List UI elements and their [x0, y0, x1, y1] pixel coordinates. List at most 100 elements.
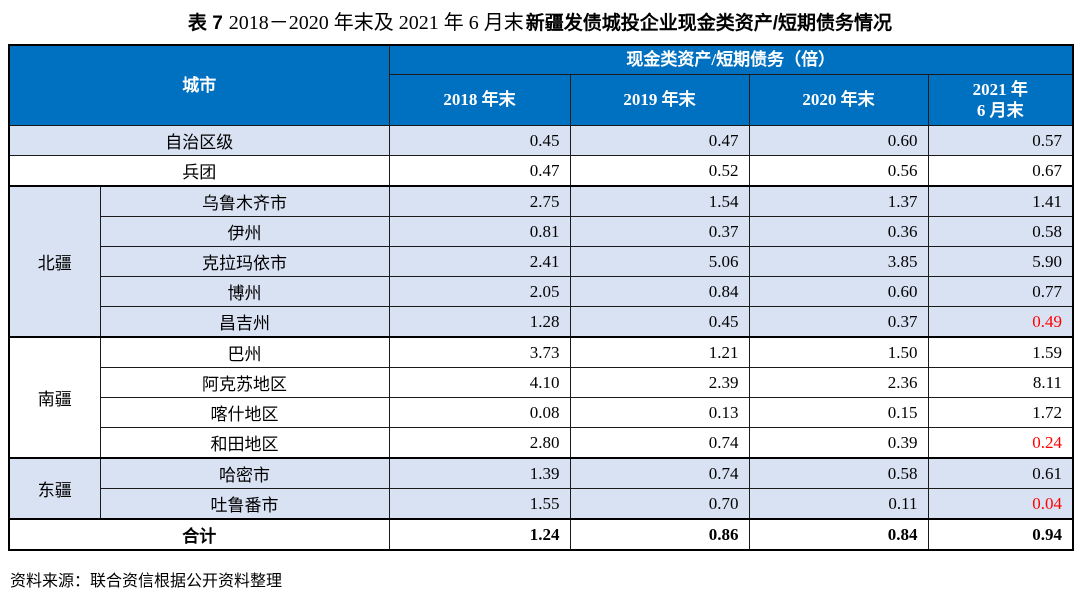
value-cell: 5.06 [569, 246, 750, 277]
table-row-city: 南疆 巴州 3.73 1.21 1.50 1.59 [8, 336, 1074, 459]
table-row-city: 和田地区 2.80 0.74 0.39 0.24 [9, 427, 1074, 459]
value-cell: 0.13 [569, 397, 750, 428]
value-cell: 0.08 [388, 397, 571, 428]
period-2021-line1: 2021 年 [972, 79, 1028, 99]
value-cell: 0.45 [388, 125, 571, 156]
period-header-2019: 2019 年末 [569, 74, 750, 126]
total-value-cell: 0.86 [569, 518, 750, 551]
table-row-city: 昌吉州 1.28 0.45 0.37 0.49 [9, 306, 1074, 338]
value-cell: 0.81 [388, 216, 571, 247]
cash-to-debt-table: 城市 现金类资产/短期债务（倍） 2018 年末 2019 年末 2020 年末… [8, 44, 1075, 551]
value-cell-highlighted: 0.24 [927, 427, 1074, 459]
value-cell: 2.39 [569, 367, 750, 398]
value-cell: 0.67 [927, 155, 1074, 187]
value-cell: 2.80 [388, 427, 571, 459]
city-label: 克拉玛依市 [99, 246, 390, 277]
total-value-cell: 0.84 [748, 518, 929, 551]
table-row-city: 喀什地区 0.08 0.13 0.15 1.72 [9, 397, 1074, 428]
value-cell: 0.45 [569, 306, 750, 338]
value-cell: 1.50 [748, 336, 929, 368]
value-cell: 1.59 [927, 336, 1074, 368]
value-cell: 0.70 [569, 488, 750, 520]
group-label-south-xinjiang: 南疆 [8, 336, 101, 459]
region-label: 自治区级 [8, 125, 390, 156]
metric-column-header: 现金类资产/短期债务（倍） [388, 44, 1074, 75]
value-cell: 0.77 [927, 276, 1074, 307]
total-value-cell: 1.24 [388, 518, 571, 551]
value-cell: 0.61 [927, 457, 1074, 489]
table-title-subject: 新疆发债城投企业现金类资产/短期债务情况 [525, 13, 893, 34]
table-row-city: 阿克苏地区 4.10 2.39 2.36 8.11 [9, 367, 1074, 398]
table-row-city: 北疆 乌鲁木齐市 2.75 1.54 1.37 1.41 [8, 185, 1074, 338]
value-cell: 0.47 [569, 125, 750, 156]
value-cell: 0.60 [748, 276, 929, 307]
period-header-2020: 2020 年末 [748, 74, 929, 126]
value-cell-highlighted: 0.04 [927, 488, 1074, 520]
value-cell: 0.56 [748, 155, 929, 187]
value-cell: 3.85 [748, 246, 929, 277]
value-cell: 1.37 [748, 185, 929, 217]
value-cell: 1.28 [388, 306, 571, 338]
period-header-2021h1: 2021 年 6 月末 [927, 74, 1074, 126]
table-row-total: 合计 1.24 0.86 0.84 0.94 [8, 518, 1074, 551]
period-header-2018: 2018 年末 [388, 74, 571, 126]
value-cell: 2.36 [748, 367, 929, 398]
group-label-east-xinjiang: 东疆 [8, 457, 101, 520]
value-cell: 0.11 [748, 488, 929, 520]
table-header: 城市 现金类资产/短期债务（倍） 2018 年末 2019 年末 2020 年末… [8, 44, 1074, 126]
value-cell: 0.37 [748, 306, 929, 338]
city-label: 吐鲁番市 [99, 488, 390, 520]
city-label: 巴州 [99, 336, 390, 368]
city-label: 博州 [99, 276, 390, 307]
table-row-city: 东疆 哈密市 1.39 0.74 0.58 0.61 [8, 457, 1074, 520]
table-title: 表 7 2018－2020 年末及 2021 年 6 月末 新疆发债城投企业现金类资… [0, 6, 1080, 35]
city-label: 和田地区 [99, 427, 390, 459]
table-row-bingtuan: 兵团 0.47 0.52 0.56 0.67 [8, 155, 1074, 187]
table-body: 自治区级 0.45 0.47 0.60 0.57 兵团 0.47 0.52 0.… [8, 125, 1074, 551]
data-source-note: 资料来源：联合资信根据公开资料整理 [10, 573, 283, 590]
value-cell: 0.60 [748, 125, 929, 156]
value-cell: 1.21 [569, 336, 750, 368]
city-label: 伊州 [99, 216, 390, 247]
value-cell: 0.58 [748, 457, 929, 489]
period-2021-line2: 6 月末 [976, 101, 1024, 120]
table-title-period: 2018－2020 年末及 2021 年 6 月末 [228, 12, 524, 34]
total-value-cell: 0.94 [927, 518, 1074, 551]
city-label: 阿克苏地区 [99, 367, 390, 398]
value-cell: 0.58 [927, 216, 1074, 247]
region-label: 兵团 [8, 155, 390, 187]
table-row-city: 克拉玛依市 2.41 5.06 3.85 5.90 [9, 246, 1074, 277]
header-row-1: 城市 现金类资产/短期债务（倍） [8, 44, 1074, 126]
value-cell: 2.75 [388, 185, 571, 217]
city-label: 喀什地区 [99, 397, 390, 428]
value-cell: 0.39 [748, 427, 929, 459]
value-cell: 1.55 [388, 488, 571, 520]
value-cell: 0.84 [569, 276, 750, 307]
group-label-north-xinjiang: 北疆 [8, 185, 101, 338]
value-cell: 0.74 [569, 427, 750, 459]
value-cell: 5.90 [927, 246, 1074, 277]
header-row-2: 2018 年末 2019 年末 2020 年末 2021 年 6 月末 [9, 74, 1074, 126]
value-cell: 0.52 [569, 155, 750, 187]
table-number-label: 表 7 [187, 13, 223, 34]
value-cell-highlighted: 0.49 [927, 306, 1074, 338]
table-row-city: 伊州 0.81 0.37 0.36 0.58 [9, 216, 1074, 247]
city-label: 乌鲁木齐市 [99, 185, 390, 217]
value-cell: 2.05 [388, 276, 571, 307]
city-label: 昌吉州 [99, 306, 390, 338]
value-cell: 0.37 [569, 216, 750, 247]
value-cell: 4.10 [388, 367, 571, 398]
value-cell: 1.54 [569, 185, 750, 217]
value-cell: 0.15 [748, 397, 929, 428]
value-cell: 0.47 [388, 155, 571, 187]
value-cell: 1.39 [388, 457, 571, 489]
table-row-city: 吐鲁番市 1.55 0.70 0.11 0.04 [9, 488, 1074, 520]
value-cell: 2.41 [388, 246, 571, 277]
value-cell: 0.57 [927, 125, 1074, 156]
value-cell: 1.41 [927, 185, 1074, 217]
table-row-city: 博州 2.05 0.84 0.60 0.77 [9, 276, 1074, 307]
value-cell: 8.11 [927, 367, 1074, 398]
value-cell: 0.74 [569, 457, 750, 489]
city-column-header: 城市 [8, 44, 390, 126]
